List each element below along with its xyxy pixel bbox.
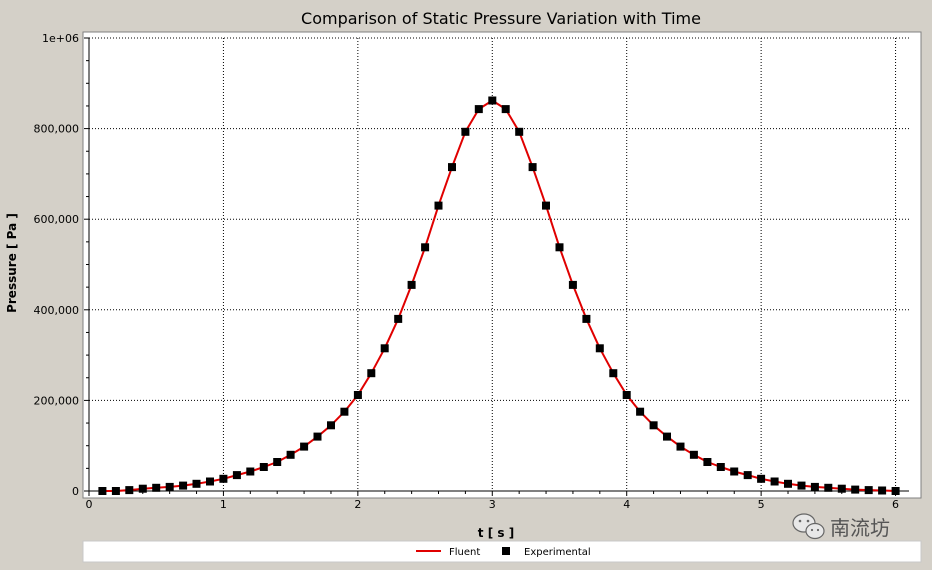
data-point-experimental bbox=[851, 485, 860, 494]
data-point-experimental bbox=[461, 127, 470, 136]
data-point-experimental bbox=[595, 344, 604, 353]
data-point-experimental bbox=[757, 474, 766, 483]
data-point-experimental bbox=[232, 471, 241, 480]
data-point-experimental bbox=[703, 458, 712, 466]
data-point-experimental bbox=[582, 314, 591, 323]
data-point-experimental bbox=[528, 163, 537, 172]
data-point-experimental bbox=[810, 482, 819, 491]
data-point-experimental bbox=[125, 486, 134, 495]
x-tick-label: 5 bbox=[758, 498, 765, 511]
data-point-experimental bbox=[891, 487, 900, 495]
data-point-experimental bbox=[676, 442, 685, 451]
x-axis-label: t [ s ] bbox=[478, 526, 514, 540]
data-point-experimental bbox=[313, 432, 322, 441]
x-tick-labels: 0 1 2 3 4 5 6 bbox=[86, 498, 900, 511]
data-point-experimental bbox=[488, 96, 497, 105]
data-point-experimental bbox=[380, 344, 389, 353]
y-tick-label: 400,000 bbox=[34, 304, 80, 317]
data-point-experimental bbox=[259, 463, 268, 471]
data-point-experimental bbox=[689, 450, 698, 459]
data-point-experimental bbox=[165, 482, 174, 491]
data-point-experimental bbox=[515, 127, 524, 136]
data-point-experimental bbox=[663, 432, 671, 441]
series bbox=[98, 96, 900, 495]
data-point-experimental bbox=[743, 471, 752, 480]
legend-experimental-label: Experimental bbox=[524, 547, 591, 558]
data-point-experimental bbox=[837, 484, 846, 493]
data-point-experimental bbox=[434, 201, 443, 210]
y-tick-label: 800,000 bbox=[34, 123, 80, 136]
data-point-experimental bbox=[878, 486, 887, 495]
x-tick-label: 0 bbox=[86, 498, 93, 511]
wechat-icon bbox=[792, 513, 825, 540]
data-point-experimental bbox=[542, 201, 550, 210]
data-point-experimental bbox=[138, 484, 147, 493]
x-tick-label: 1 bbox=[220, 498, 227, 511]
data-point-experimental bbox=[273, 458, 282, 466]
data-point-experimental bbox=[179, 481, 188, 490]
data-point-experimental bbox=[367, 369, 376, 378]
y-axis-label: Pressure [ Pa ] bbox=[5, 213, 19, 313]
data-point-experimental bbox=[286, 450, 295, 459]
axes bbox=[84, 37, 909, 496]
chart-title: Comparison of Static Pressure Variation … bbox=[301, 9, 701, 28]
x-tick-label: 2 bbox=[354, 498, 361, 511]
data-point-experimental bbox=[770, 477, 779, 486]
y-tick-label: 1e+06 bbox=[42, 32, 79, 45]
data-point-experimental bbox=[192, 479, 201, 488]
data-point-experimental bbox=[864, 486, 873, 495]
data-point-experimental bbox=[246, 467, 255, 476]
watermark: 南流坊 bbox=[792, 513, 890, 540]
data-point-experimental bbox=[622, 391, 631, 399]
legend-experimental-swatch bbox=[502, 547, 510, 555]
y-tick-label: 200,000 bbox=[34, 394, 80, 407]
data-point-experimental bbox=[568, 280, 577, 289]
data-point-experimental bbox=[111, 487, 120, 495]
data-point-experimental bbox=[716, 463, 725, 471]
y-tick-label: 0 bbox=[72, 485, 79, 498]
data-point-experimental bbox=[394, 314, 403, 323]
data-point-experimental bbox=[152, 483, 161, 492]
data-point-experimental bbox=[448, 163, 456, 172]
watermark-text: 南流坊 bbox=[830, 516, 890, 540]
x-tick-label: 6 bbox=[892, 498, 899, 511]
data-point-experimental bbox=[730, 467, 739, 476]
data-point-experimental bbox=[327, 421, 335, 430]
data-point-experimental bbox=[649, 421, 658, 430]
data-point-experimental bbox=[407, 280, 416, 289]
y-tick-labels: 0 200,000 400,000 600,000 800,000 1e+06 bbox=[34, 32, 80, 498]
data-point-experimental bbox=[421, 243, 430, 252]
data-point-experimental bbox=[824, 483, 833, 492]
data-point-experimental bbox=[300, 442, 309, 451]
y-tick-label: 600,000 bbox=[34, 213, 80, 226]
data-point-experimental bbox=[98, 487, 107, 495]
data-point-experimental bbox=[474, 105, 483, 114]
data-point-experimental bbox=[501, 105, 510, 114]
data-point-experimental bbox=[206, 477, 214, 486]
plot-frame bbox=[82, 31, 922, 499]
data-point-experimental bbox=[784, 479, 792, 488]
legend-fluent-label: Fluent bbox=[449, 547, 480, 558]
x-tick-label: 4 bbox=[623, 498, 630, 511]
data-point-experimental bbox=[797, 481, 806, 490]
data-point-experimental bbox=[636, 407, 645, 416]
x-tick-label: 3 bbox=[489, 498, 496, 511]
grid bbox=[89, 37, 909, 491]
data-point-experimental bbox=[219, 474, 228, 483]
data-point-experimental bbox=[555, 243, 564, 252]
data-point-experimental bbox=[609, 369, 618, 378]
data-point-experimental bbox=[353, 391, 362, 399]
data-point-experimental bbox=[340, 407, 349, 416]
